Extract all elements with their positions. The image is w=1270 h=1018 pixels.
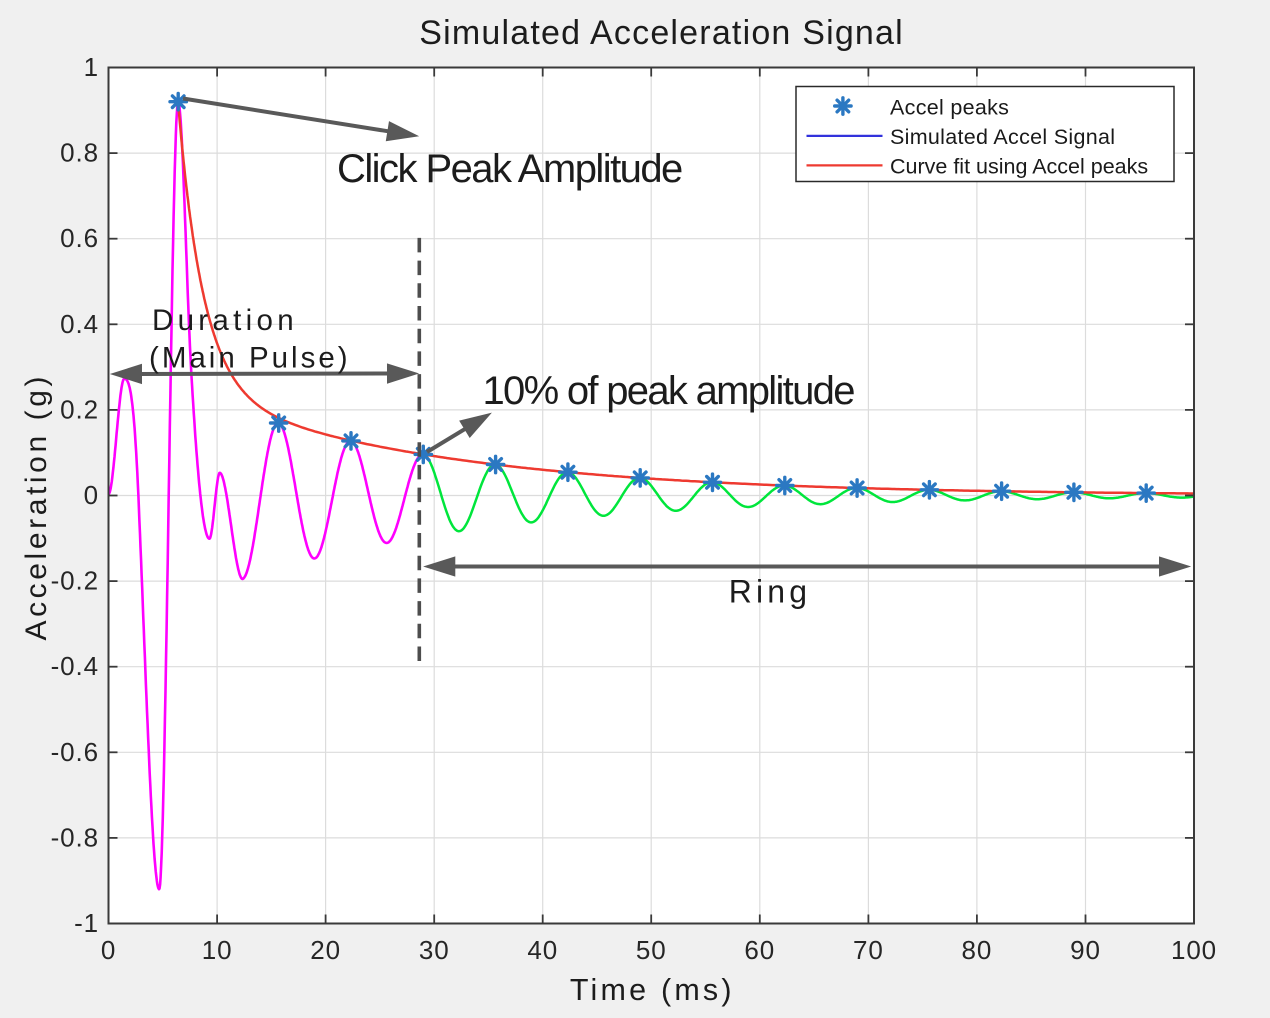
- svg-text:Acceleration (g): Acceleration (g): [20, 373, 53, 641]
- svg-text:0.4: 0.4: [60, 309, 99, 339]
- svg-text:Simulated Acceleration Signal: Simulated Acceleration Signal: [419, 14, 904, 52]
- svg-text:Accel peaks: Accel peaks: [890, 95, 1009, 119]
- svg-text:70: 70: [853, 935, 884, 965]
- svg-text:10: 10: [202, 935, 233, 965]
- svg-text:Time (ms): Time (ms): [570, 973, 735, 1007]
- svg-text:0.6: 0.6: [60, 223, 99, 253]
- svg-text:80: 80: [962, 935, 993, 965]
- svg-text:30: 30: [419, 935, 450, 965]
- svg-text:100: 100: [1171, 935, 1217, 965]
- svg-text:(Main Pulse): (Main Pulse): [149, 342, 351, 375]
- svg-text:Click Peak Amplitude: Click Peak Amplitude: [337, 147, 682, 191]
- svg-text:0: 0: [101, 935, 116, 965]
- svg-text:Ring: Ring: [729, 574, 812, 610]
- svg-text:-0.4: -0.4: [51, 651, 99, 681]
- svg-text:-0.2: -0.2: [51, 566, 99, 596]
- svg-text:20: 20: [310, 935, 341, 965]
- svg-text:50: 50: [636, 935, 667, 965]
- svg-text:-0.8: -0.8: [51, 822, 99, 852]
- svg-text:0: 0: [84, 480, 99, 510]
- svg-text:10% of peak amplitude: 10% of peak amplitude: [483, 369, 855, 413]
- svg-text:90: 90: [1070, 935, 1101, 965]
- svg-text:40: 40: [527, 935, 558, 965]
- svg-text:60: 60: [744, 935, 775, 965]
- svg-text:Duration: Duration: [152, 304, 298, 337]
- svg-text:0.8: 0.8: [60, 138, 99, 168]
- svg-text:Curve fit using Accel peaks: Curve fit using Accel peaks: [890, 154, 1148, 178]
- svg-text:-1: -1: [74, 908, 99, 938]
- svg-text:-0.6: -0.6: [51, 737, 99, 767]
- svg-text:Simulated Accel Signal: Simulated Accel Signal: [890, 125, 1115, 149]
- svg-text:1: 1: [84, 52, 99, 82]
- svg-text:0.2: 0.2: [60, 394, 99, 424]
